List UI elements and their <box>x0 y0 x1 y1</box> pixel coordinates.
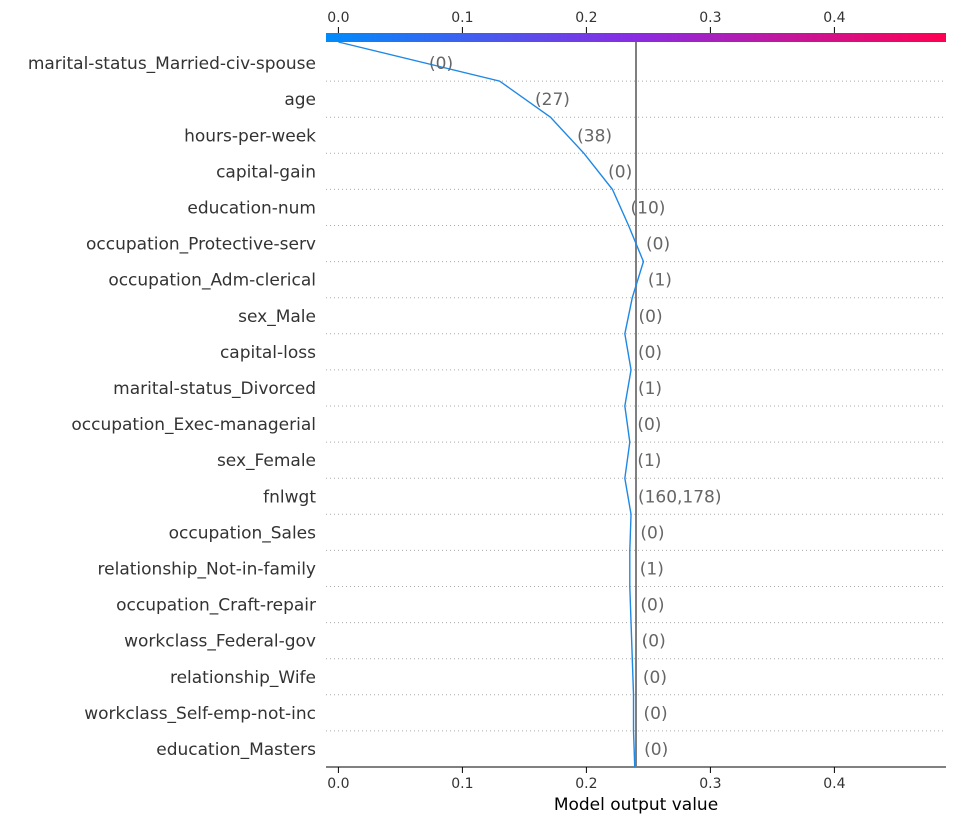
feature-value: (0) <box>640 596 664 616</box>
feature-label: hours-per-week <box>184 126 316 146</box>
x-tick-label-top: 0.1 <box>451 10 473 26</box>
feature-label: sex_Female <box>217 451 316 471</box>
feature-value: (0) <box>637 415 661 435</box>
x-tick-label-top: 0.3 <box>699 10 721 26</box>
feature-label: marital-status_Married-civ-spouse <box>28 54 316 74</box>
x-tick-label-top: 0.2 <box>575 10 597 26</box>
feature-value: (0) <box>638 343 662 363</box>
x-tick-label-bottom: 0.1 <box>451 776 473 792</box>
feature-label: sex_Male <box>238 307 316 327</box>
feature-value: (27) <box>535 90 570 110</box>
feature-value: (160,178) <box>638 487 722 507</box>
decision-path-line <box>338 41 645 768</box>
feature-value: (10) <box>631 198 666 218</box>
feature-label: workclass_Self-emp-not-inc <box>84 704 316 724</box>
row-gridlines <box>326 80 946 732</box>
x-tick-label-bottom: 0.0 <box>327 776 349 792</box>
feature-label: relationship_Not-in-family <box>98 559 316 579</box>
feature-label: education_Masters <box>156 740 316 760</box>
feature-label: relationship_Wife <box>170 668 316 688</box>
ticks: 0.0 0.0 0.1 0.1 0.2 0.2 0.3 0.3 0.4 0.4 <box>327 10 845 792</box>
feature-value: (0) <box>642 632 666 652</box>
feature-label: age <box>284 90 316 110</box>
feature-label: occupation_Exec-managerial <box>71 415 316 435</box>
x-tick-label-top: 0.4 <box>823 10 845 26</box>
feature-label: capital-gain <box>216 162 316 182</box>
feature-label: occupation_Protective-serv <box>86 235 316 255</box>
feature-value: (0) <box>639 307 663 327</box>
x-axis-label: Model output value <box>554 795 718 815</box>
feature-value: (1) <box>637 451 661 471</box>
feature-label: fnlwgt <box>263 487 316 507</box>
feature-value: (0) <box>608 162 632 182</box>
feature-value: (1) <box>640 559 664 579</box>
feature-value: (0) <box>644 704 668 724</box>
x-tick-label-bottom: 0.3 <box>699 776 721 792</box>
colorbar <box>326 33 946 42</box>
feature-values: (0) (27) (38) (0) (10) (0) (1) (0) (0) (1) (0) (1) (… <box>429 54 722 760</box>
feature-value: (1) <box>638 379 662 399</box>
feature-label: capital-loss <box>220 343 316 363</box>
feature-label: occupation_Adm-clerical <box>108 271 316 291</box>
feature-label: education-num <box>187 198 316 218</box>
feature-label: workclass_Federal-gov <box>124 632 316 652</box>
feature-value: (38) <box>577 126 612 146</box>
x-tick-label-top: 0.0 <box>327 10 349 26</box>
x-tick-label-bottom: 0.2 <box>575 776 597 792</box>
feature-value: (0) <box>646 235 670 255</box>
feature-value: (0) <box>644 740 668 760</box>
feature-value: (0) <box>643 668 667 688</box>
x-tick-label-bottom: 0.4 <box>823 776 845 792</box>
feature-value: (0) <box>640 523 664 543</box>
feature-value: (1) <box>648 271 672 291</box>
feature-label: marital-status_Divorced <box>113 379 316 399</box>
feature-label: occupation_Sales <box>169 523 317 543</box>
feature-value: (0) <box>429 54 453 74</box>
feature-label: occupation_Craft-repair <box>116 596 316 616</box>
